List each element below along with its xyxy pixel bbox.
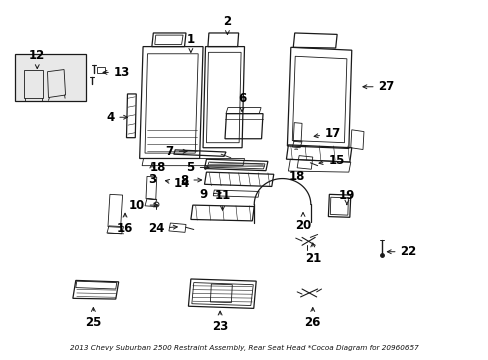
- Text: 18: 18: [150, 161, 166, 174]
- Text: 9: 9: [199, 188, 221, 201]
- Text: 19: 19: [338, 189, 354, 204]
- Text: 21: 21: [304, 243, 320, 265]
- Text: 13: 13: [103, 66, 130, 79]
- Text: 7: 7: [165, 145, 186, 158]
- Text: 5: 5: [186, 161, 208, 174]
- Text: 27: 27: [362, 80, 394, 93]
- Text: 12: 12: [29, 49, 45, 68]
- Text: 3: 3: [147, 164, 156, 186]
- Bar: [15, 54, 86, 101]
- Text: 23: 23: [212, 311, 228, 333]
- Text: 24: 24: [147, 222, 177, 235]
- Text: 1: 1: [186, 32, 195, 53]
- Text: 26: 26: [304, 307, 320, 329]
- Text: 18: 18: [288, 170, 304, 183]
- Text: 2013 Chevy Suburban 2500 Restraint Assembly, Rear Seat Head *Cocoa Diagram for 2: 2013 Chevy Suburban 2500 Restraint Assem…: [70, 345, 418, 351]
- Text: 16: 16: [117, 213, 133, 235]
- Text: 8: 8: [180, 174, 201, 186]
- Text: 14: 14: [165, 177, 190, 190]
- Text: 6: 6: [238, 92, 245, 112]
- Text: 2: 2: [223, 15, 231, 35]
- Text: 15: 15: [318, 154, 344, 167]
- Text: 4: 4: [106, 111, 127, 124]
- Text: 22: 22: [386, 245, 416, 258]
- Text: 20: 20: [294, 212, 310, 233]
- Text: 25: 25: [85, 307, 102, 329]
- Text: 10: 10: [128, 199, 158, 212]
- Text: 11: 11: [214, 189, 230, 210]
- Text: 17: 17: [313, 127, 341, 140]
